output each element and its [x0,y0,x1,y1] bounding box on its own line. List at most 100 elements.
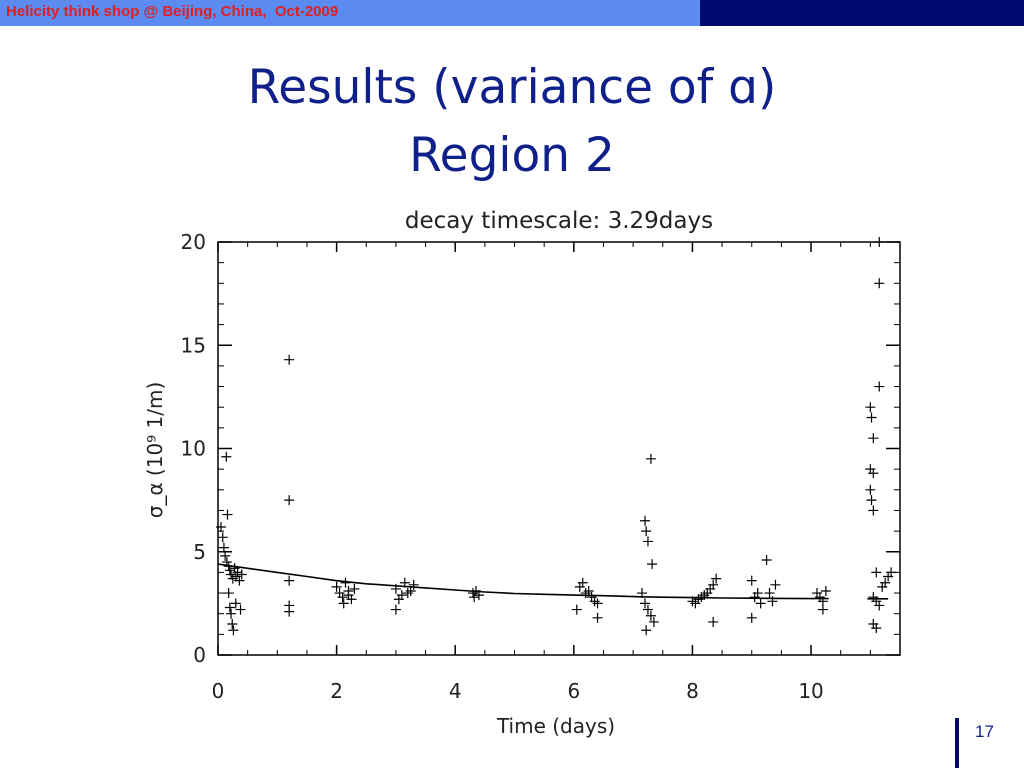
x-tick-label: 0 [212,679,225,703]
data-point [227,619,238,630]
x-tick-label: 10 [798,679,823,703]
y-tick-label: 0 [193,643,206,667]
data-point [642,536,653,547]
page-number-bar [955,718,959,768]
data-point [223,588,234,599]
y-axis-label: σ_α (10⁹ 1/m) [143,382,167,519]
data-point [583,585,594,596]
data-point [235,604,246,615]
data-point [408,579,419,590]
data-point [338,598,349,609]
data-point [232,567,243,578]
data-point [874,237,885,247]
data-point [469,592,480,603]
data-point [228,625,239,636]
event-caption: Helicity think shop @ Beijing, China, Oc… [6,3,339,20]
data-point [755,598,766,609]
data-point [577,577,588,588]
y-tick-label: 10 [181,437,206,461]
data-point [284,575,295,586]
slide-title: Results (variance of ɑ) [247,60,777,115]
data-point [874,600,885,611]
data-point [711,573,722,584]
header-bar-dark [700,0,1024,26]
data-point [642,604,653,615]
data-point [868,505,879,516]
data-point [215,521,226,532]
data-point [641,526,652,537]
data-point [645,453,656,464]
data-point [217,532,228,543]
header-bar: Helicity think shop @ Beijing, China, Oc… [0,0,1024,26]
data-point [222,509,233,520]
page-number: 17 [975,722,994,741]
data-point [349,583,360,594]
data-point [390,604,401,615]
data-point [331,581,342,592]
data-point [645,610,656,621]
data-point [224,602,235,613]
data-point [226,569,237,580]
plot-frame [217,241,901,656]
data-point [871,567,882,578]
data-point [708,579,719,590]
data-point [820,585,831,596]
data-point [639,598,650,609]
data-point [770,579,781,590]
data-point [868,433,879,444]
data-point [648,616,659,627]
data-point [284,354,295,365]
data-point [220,550,231,561]
fit-curve [217,563,829,600]
y-tick-label: 5 [193,540,206,564]
header-bar-light [0,0,700,26]
data-point [571,604,582,615]
data-point [396,590,407,601]
chart-title: decay timescale: 3.29days [405,208,713,234]
data-point [866,412,877,423]
data-point [764,588,775,599]
data-point [218,542,229,553]
data-point [871,623,882,634]
data-point [224,565,235,576]
data-point [226,608,237,619]
data-point [865,402,876,413]
x-tick-label: 2 [330,679,343,703]
data-point [708,616,719,627]
x-tick-label: 8 [686,679,699,703]
data-point [592,612,603,623]
data-point [746,612,757,623]
y-tick-label: 20 [181,230,206,254]
slide-subtitle: Region 2 [409,128,615,183]
data-point [886,567,897,578]
data-point [641,625,652,636]
data-point [746,575,757,586]
data-point [284,495,295,506]
data-point [877,581,888,592]
data-point [761,555,772,566]
data-point [236,569,247,580]
data-point [752,588,763,599]
data-point [284,606,295,617]
data-point [639,515,650,526]
data-point [647,559,658,570]
data-point [234,575,245,586]
y-tick-label: 15 [181,333,206,357]
data-point [874,381,885,392]
data-point [817,604,828,615]
data-point [337,592,348,603]
data-point [874,278,885,289]
data-point [866,495,877,506]
data-point [230,598,241,609]
data-point [221,451,232,462]
data-point [865,484,876,495]
data-point [405,585,416,596]
x-tick-label: 4 [449,679,462,703]
data-point [592,598,603,609]
data-point [868,468,879,479]
x-axis-label: Time (days) [496,714,615,738]
x-tick-label: 6 [567,679,580,703]
data-point [343,590,354,601]
